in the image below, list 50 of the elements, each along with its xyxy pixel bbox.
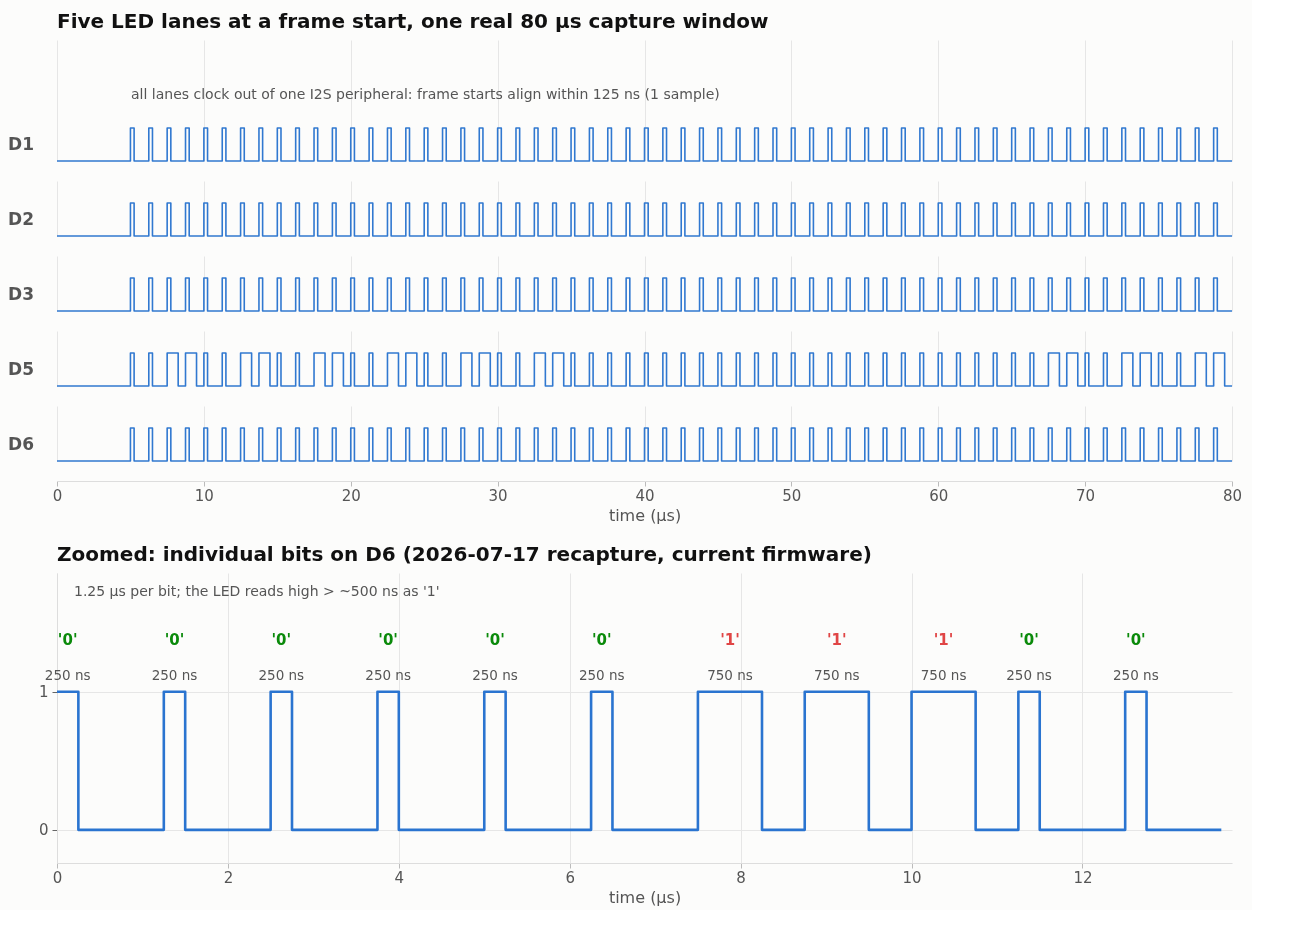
- annotation: 250 ns: [258, 666, 305, 683]
- x-tick-label: 60: [929, 486, 949, 505]
- annotation: 250 ns: [365, 666, 411, 683]
- annotation: 250 ns: [44, 666, 91, 683]
- annotation: 1.25 µs per bit; the LED reads high > ~500 ns as '1': [74, 583, 440, 599]
- x-tick-label: 40: [635, 486, 655, 505]
- x-tick-label: 2: [223, 868, 234, 887]
- x-tick-label: 50: [782, 486, 802, 505]
- annotation: 250 ns: [578, 666, 625, 683]
- annotation: '0': [164, 630, 185, 649]
- x-tick-label: 0: [52, 486, 63, 505]
- annotation: '0': [485, 630, 505, 649]
- chart-title: Zoomed: individual bits on D6 (2026-07-17 recapture, current firmware): [57, 542, 872, 566]
- text: all lanes clock out of one I2S peripheral: frame starts align within 125 ns (1 sample): [131, 86, 720, 102]
- chart-title: Five LED lanes at a frame start, one real 80 µs capture window: [57, 9, 769, 33]
- annotation: '0': [378, 630, 398, 649]
- x-tick-label: 30: [488, 486, 508, 505]
- annotation: 250 ns: [1006, 666, 1052, 683]
- annotation: 750 ns: [920, 666, 967, 683]
- x-axis-title: time (µs): [608, 887, 682, 907]
- x-axis-title: time (µs): [608, 505, 682, 525]
- x-tick-label: 8: [736, 868, 746, 887]
- annotation: 250 ns: [472, 666, 518, 683]
- x-tick-label: 70: [1076, 486, 1096, 505]
- x-tick-label: 80: [1222, 486, 1243, 505]
- x-tick-label: 0: [52, 868, 63, 887]
- annotation: '1': [720, 630, 740, 649]
- annotation: 250 ns: [1113, 666, 1159, 683]
- x-tick-label: 10: [902, 868, 922, 887]
- series-label: D6: [8, 433, 34, 454]
- series-label: D1: [8, 133, 34, 154]
- annotation: '0': [271, 630, 292, 649]
- x-tick-label: 10: [194, 486, 214, 505]
- annotation: '0': [1126, 630, 1146, 649]
- annotation: '1': [826, 630, 847, 649]
- annotation: '1': [933, 630, 954, 649]
- x-tick-label: 12: [1073, 868, 1093, 887]
- annotation: 750 ns: [813, 666, 860, 683]
- x-tick-label: 4: [394, 868, 405, 887]
- annotation: 750 ns: [707, 666, 753, 683]
- series-label: D3: [8, 283, 34, 304]
- x-tick-label: 6: [565, 868, 575, 887]
- y-tick-label: 1: [38, 683, 49, 702]
- annotation: 250 ns: [151, 666, 198, 683]
- series-label: D2: [8, 208, 34, 229]
- series-label: D5: [8, 358, 34, 379]
- annotation: '0': [591, 630, 612, 649]
- annotation: '0': [57, 630, 78, 649]
- annotation: '0': [1019, 630, 1039, 649]
- x-tick-label: 20: [341, 486, 361, 505]
